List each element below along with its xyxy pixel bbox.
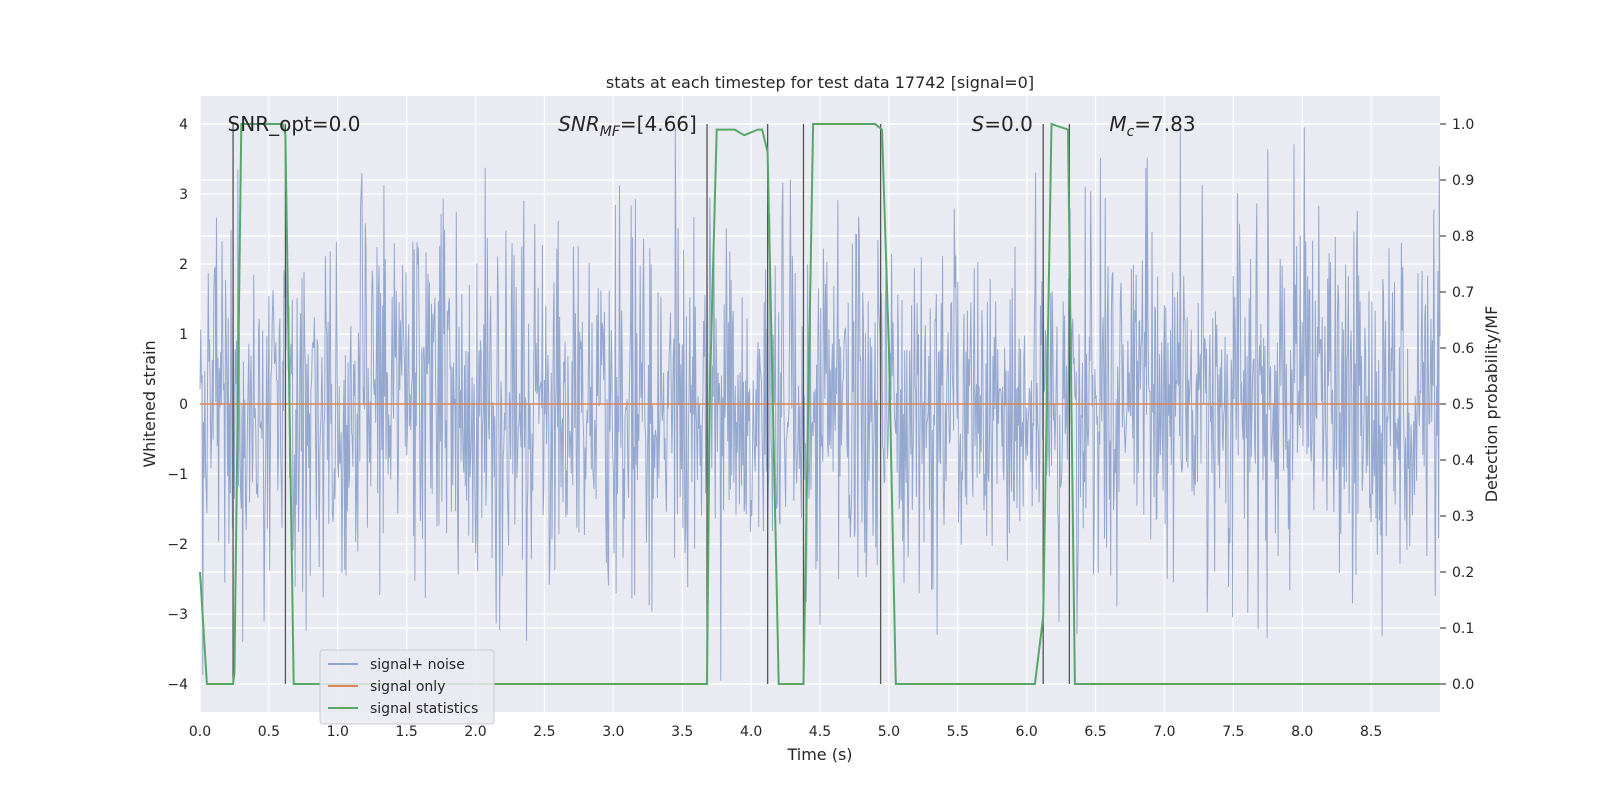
x-tick-label-3: 1.5 bbox=[396, 724, 418, 740]
x-tick-label-11: 5.5 bbox=[947, 724, 969, 740]
x-tick-label-5: 2.5 bbox=[533, 724, 555, 740]
y-tick-label-5: 1 bbox=[179, 327, 188, 343]
legend-label-statistics: signal statistics bbox=[370, 701, 478, 717]
y2-tick-label-0: 0.0 bbox=[1452, 677, 1474, 693]
statistics-line bbox=[199, 122, 1440, 685]
x-axis-ticks: 0.0 0.5 1.0 1.5 2.0 2.5 3.0 3.5 4.0 4.5 5.0 5.5 6.0 6… bbox=[189, 724, 1382, 740]
noise-line bbox=[199, 127, 1441, 681]
y2-tick-label-9: 0.9 bbox=[1452, 173, 1474, 189]
x-tick-label-12: 6.0 bbox=[1016, 724, 1038, 740]
y2-tick-label-10: 1.0 bbox=[1452, 117, 1474, 133]
x-tick-label-15: 7.5 bbox=[1222, 724, 1244, 740]
y-tick-label-7: 3 bbox=[179, 187, 188, 203]
legend: signal+ noise signal only signal statist… bbox=[319, 649, 495, 725]
y-axis-ticks: −4 −3 −2 −1 0 1 2 3 4 bbox=[167, 117, 188, 693]
y2-tick-label-1: 0.1 bbox=[1452, 621, 1474, 637]
x-tick-label-9: 4.5 bbox=[809, 724, 831, 740]
trigger-vlines bbox=[232, 124, 1071, 684]
noise-series bbox=[199, 127, 1441, 681]
x-tick-label-13: 6.5 bbox=[1084, 724, 1106, 740]
y-tick-label-2: −2 bbox=[167, 537, 188, 553]
annotation-3: Mc=7.83 bbox=[1109, 112, 1195, 140]
y2-tick-label-7: 0.7 bbox=[1452, 285, 1474, 301]
y-tick-label-1: −3 bbox=[167, 607, 188, 623]
y2-tick-label-8: 0.8 bbox=[1452, 229, 1474, 245]
y2-axis-ticks: 0.0 0.1 0.2 0.3 0.4 0.5 0.6 0.7 0.8 0.9 1.0 bbox=[1440, 117, 1474, 693]
x-tick-label-14: 7.0 bbox=[1153, 724, 1175, 740]
y-tick-label-3: −1 bbox=[167, 467, 188, 483]
legend-label-noise: signal+ noise bbox=[370, 657, 465, 673]
x-tick-label-16: 8.0 bbox=[1291, 724, 1313, 740]
y2-tick-label-3: 0.3 bbox=[1452, 509, 1474, 525]
x-tick-label-1: 0.5 bbox=[258, 724, 280, 740]
x-tick-label-4: 2.0 bbox=[464, 724, 486, 740]
x-tick-label-17: 8.5 bbox=[1360, 724, 1382, 740]
legend-label-signal: signal only bbox=[370, 679, 445, 695]
y-tick-label-0: −4 bbox=[167, 677, 188, 693]
x-axis-label: Time (s) bbox=[786, 745, 852, 764]
y-tick-label-8: 4 bbox=[179, 117, 188, 133]
annotation-2: S=0.0 bbox=[972, 112, 1033, 136]
x-tick-label-0: 0.0 bbox=[189, 724, 211, 740]
annotation-1: SNRMF=[4.66] bbox=[558, 112, 697, 140]
y2-tick-label-2: 0.2 bbox=[1452, 565, 1474, 581]
y2-tick-label-5: 0.5 bbox=[1452, 397, 1474, 413]
y2-tick-label-6: 0.6 bbox=[1452, 341, 1474, 357]
annotation-0: SNR_opt=0.0 bbox=[228, 112, 361, 136]
x-tick-label-6: 3.0 bbox=[602, 724, 624, 740]
legend-box bbox=[319, 649, 495, 725]
y-tick-label-6: 2 bbox=[179, 257, 188, 273]
y-tick-label-4: 0 bbox=[179, 397, 188, 413]
x-tick-label-7: 3.5 bbox=[671, 724, 693, 740]
chart-title: stats at each timestep for test data 177… bbox=[606, 73, 1034, 92]
y-axis-label: Whitened strain bbox=[140, 340, 159, 467]
statistics-series bbox=[199, 122, 1440, 685]
annotations: SNR_opt=0.0 SNRMF=[4.66] S=0.0 Mc=7.83 bbox=[228, 112, 1196, 140]
y2-axis-label: Detection probability/MF bbox=[1482, 306, 1501, 503]
y2-tick-label-4: 0.4 bbox=[1452, 453, 1474, 469]
x-tick-label-8: 4.0 bbox=[740, 724, 762, 740]
x-tick-label-10: 5.0 bbox=[878, 724, 900, 740]
x-tick-label-2: 1.0 bbox=[327, 724, 349, 740]
